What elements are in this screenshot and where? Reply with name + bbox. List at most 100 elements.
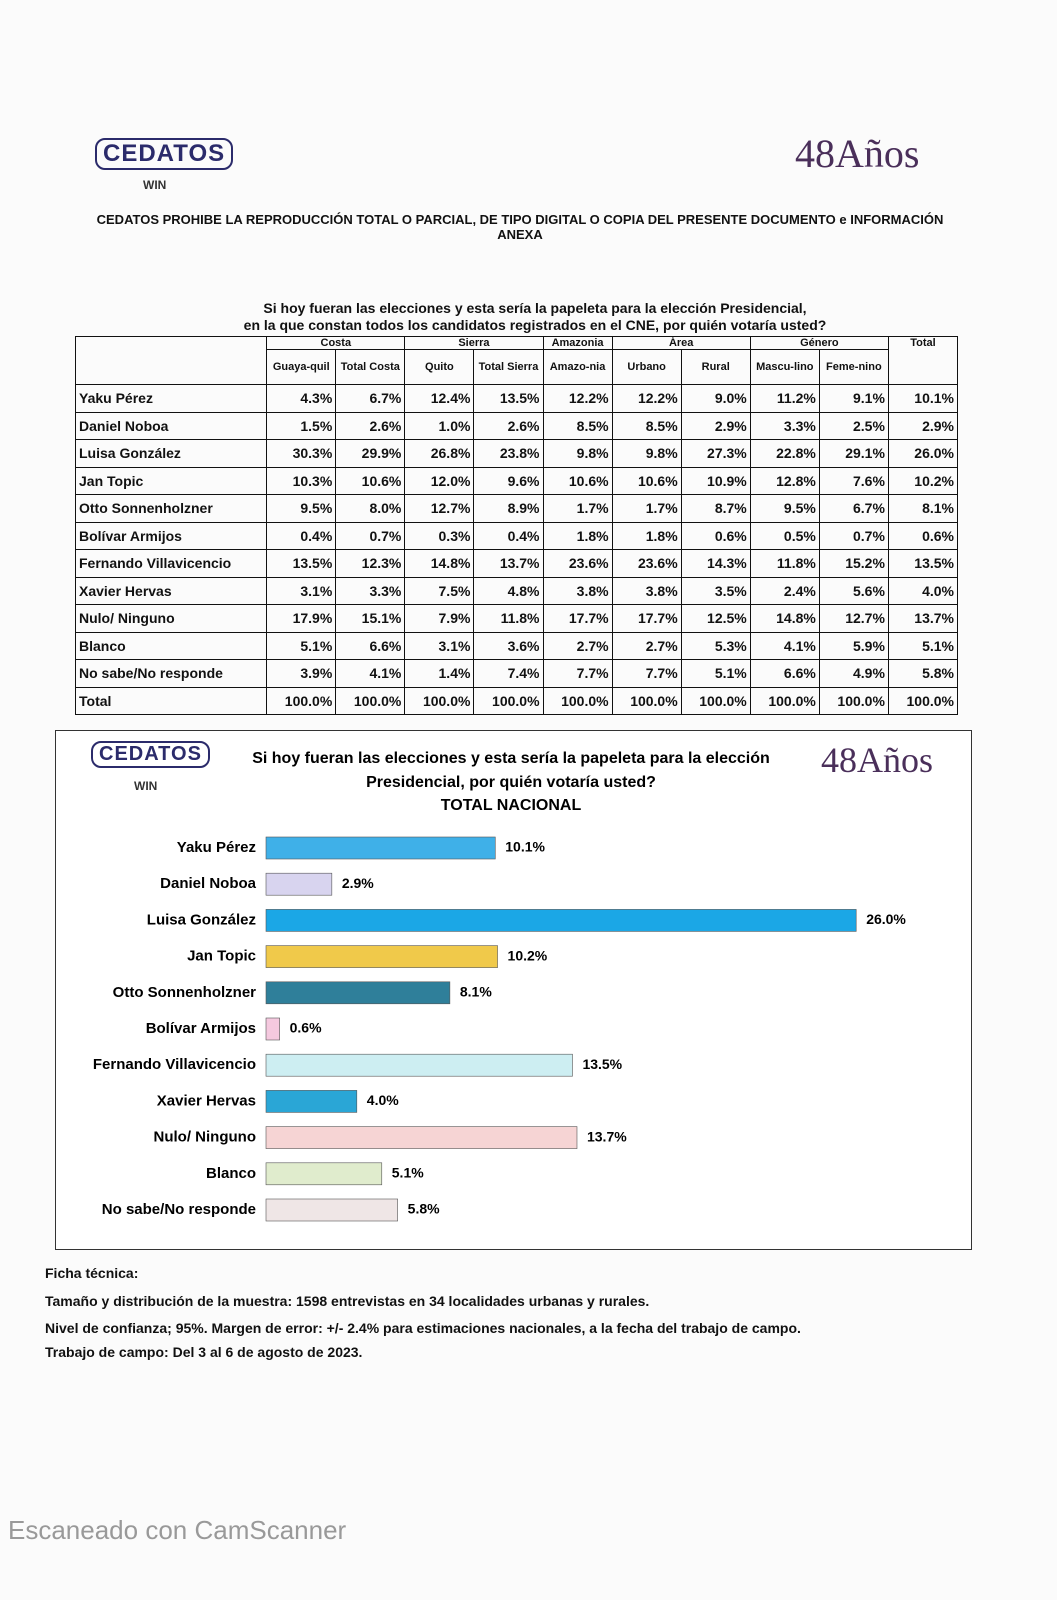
cell: 9.0% — [680, 384, 751, 413]
data-label: 4.0% — [367, 1092, 399, 1108]
row-label: Total — [74, 686, 268, 715]
cell: 29.1% — [818, 439, 889, 468]
cell: 5.1% — [266, 631, 337, 660]
cell: 9.6% — [473, 466, 544, 495]
table-row: Yaku Pérez 4.3% 6.7% 12.4% 13.5% 12.2% 12.2% 9.… — [74, 384, 959, 413]
cell: 1.8% — [542, 521, 613, 550]
cell: 3.1% — [404, 631, 475, 660]
logo-sub: WIN — [143, 178, 167, 192]
chart-subtitle: TOTAL NACIONAL — [441, 797, 582, 814]
category-label: Luisa González — [147, 911, 256, 928]
row-label: Xavier Hervas — [74, 576, 268, 605]
cell: 100.0% — [749, 686, 820, 715]
table-row: Xavier Hervas 3.1% 3.3% 7.5% 4.8% 3.8% 3.8% 3.5… — [74, 576, 959, 605]
results-table: Costa Sierra Amazonia Área Género Total Guaya-… — [74, 336, 959, 715]
cell: 12.7% — [818, 604, 889, 633]
footer-heading: Ficha técnica: — [45, 1265, 139, 1281]
anniversary: 48Años — [821, 740, 934, 780]
cell: 10.6% — [335, 466, 406, 495]
bar — [265, 945, 498, 968]
cell: 8.1% — [887, 494, 959, 523]
cell: 14.8% — [749, 604, 820, 633]
cell: 2.6% — [335, 411, 406, 440]
cell: 6.7% — [818, 494, 889, 523]
category-label: Xavier Hervas — [157, 1092, 256, 1109]
table-row: Otto Sonnenholzner 9.5% 8.0% 12.7% 8.9% 1.7% 1… — [74, 494, 959, 523]
cell: 0.5% — [749, 521, 820, 550]
cell: 14.8% — [404, 549, 475, 578]
cell: 7.5% — [404, 576, 475, 605]
cell: 2.6% — [473, 411, 544, 440]
cell: 7.7% — [542, 659, 613, 688]
category-label: Jan Topic — [187, 948, 256, 965]
table-row: Daniel Noboa 1.5% 2.6% 1.0% 2.6% 8.5% 8.5% 2.9%… — [74, 411, 959, 440]
cell: 26.0% — [887, 439, 959, 468]
cell: 17.7% — [542, 604, 613, 633]
cell: 2.7% — [542, 631, 613, 660]
cell: 8.7% — [680, 494, 751, 523]
row-label: Luisa González — [74, 439, 268, 468]
cell: 2.7% — [611, 631, 682, 660]
cell: 10.2% — [887, 466, 959, 495]
cell: 3.9% — [266, 659, 337, 688]
cell: 0.6% — [680, 521, 751, 550]
category-label: Daniel Noboa — [160, 875, 257, 892]
data-label: 8.1% — [460, 984, 492, 1000]
bar — [265, 909, 857, 932]
cell: 12.7% — [404, 494, 475, 523]
cell: 1.7% — [542, 494, 613, 523]
cell: 13.5% — [473, 384, 544, 413]
cell: 1.7% — [611, 494, 682, 523]
group-header: Costa — [266, 336, 406, 350]
cell: 30.3% — [266, 439, 337, 468]
cell: 0.3% — [404, 521, 475, 550]
table-row: Total 100.0% 100.0% 100.0% 100.0% 100.0% 100.0… — [74, 686, 959, 715]
footer-line: Nivel de confianza; 95%. Margen de error… — [45, 1320, 801, 1336]
column-header: Mascu-lino — [749, 349, 820, 385]
cell: 4.0% — [887, 576, 959, 605]
data-label: 2.9% — [342, 875, 374, 891]
cell: 12.3% — [335, 549, 406, 578]
cell: 5.1% — [680, 659, 751, 688]
cell: 12.2% — [542, 384, 613, 413]
cell: 26.8% — [404, 439, 475, 468]
cell: 8.5% — [542, 411, 613, 440]
category-label: Yaku Pérez — [177, 839, 256, 856]
cell: 5.3% — [680, 631, 751, 660]
cell: 3.1% — [266, 576, 337, 605]
cell: 0.6% — [887, 521, 959, 550]
cell: 10.3% — [266, 466, 337, 495]
cell: 15.1% — [335, 604, 406, 633]
cell: 3.6% — [473, 631, 544, 660]
cell: 7.7% — [611, 659, 682, 688]
table-row: Fernando Villavicencio 13.5% 12.3% 14.8% 13.… — [74, 549, 959, 578]
title-line: Si hoy fueran las elecciones y esta serí… — [263, 300, 807, 316]
cell: 0.7% — [818, 521, 889, 550]
column-header: Urbano — [611, 349, 682, 385]
notice: CEDATOS PROHIBE LA REPRODUCCIÓN TOTAL O … — [96, 212, 944, 242]
column-header: Total Costa — [335, 349, 406, 385]
table-row: No sabe/No responde 3.9% 4.1% 1.4% 7.4% 7.7% 7… — [74, 659, 959, 688]
cell: 1.0% — [404, 411, 475, 440]
header-row: Costa Sierra Amazonia Área Género Total — [74, 336, 959, 385]
row-label: Blanco — [74, 631, 268, 660]
cell: 100.0% — [542, 686, 613, 715]
cell: 13.5% — [887, 549, 959, 578]
cell: 5.9% — [818, 631, 889, 660]
cell: 4.1% — [749, 631, 820, 660]
table-row: Blanco 5.1% 6.6% 3.1% 3.6% 2.7% 2.7% 5.3% 4.1% 5.… — [74, 631, 959, 660]
category-label: Otto Sonnenholzner — [113, 984, 256, 1001]
cell: 11.8% — [473, 604, 544, 633]
bar — [265, 836, 496, 860]
cell: 11.2% — [749, 384, 820, 413]
cell: 3.8% — [542, 576, 613, 605]
column-header: Total Sierra — [473, 349, 544, 385]
bar — [265, 1017, 280, 1041]
chart-title: Presidencial, por quién votaría usted? — [366, 774, 656, 791]
chart-box: CEDATOS WIN 48Años Si hoy fueran las ele… — [55, 730, 972, 1250]
data-label: 5.8% — [408, 1201, 440, 1217]
cell: 100.0% — [266, 686, 337, 715]
bar — [265, 872, 333, 896]
bar — [265, 1090, 358, 1113]
cell: 13.7% — [473, 549, 544, 578]
